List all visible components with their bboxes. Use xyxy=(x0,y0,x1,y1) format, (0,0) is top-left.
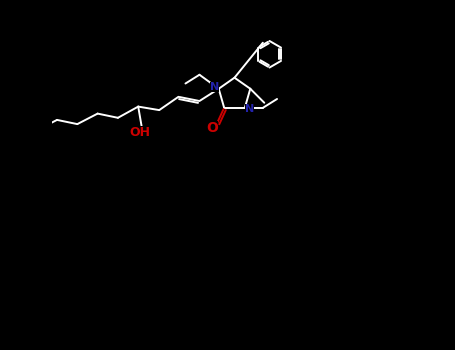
Text: OH: OH xyxy=(130,126,151,139)
Text: N: N xyxy=(245,104,254,114)
Text: O: O xyxy=(206,121,218,135)
Text: N: N xyxy=(210,82,219,92)
